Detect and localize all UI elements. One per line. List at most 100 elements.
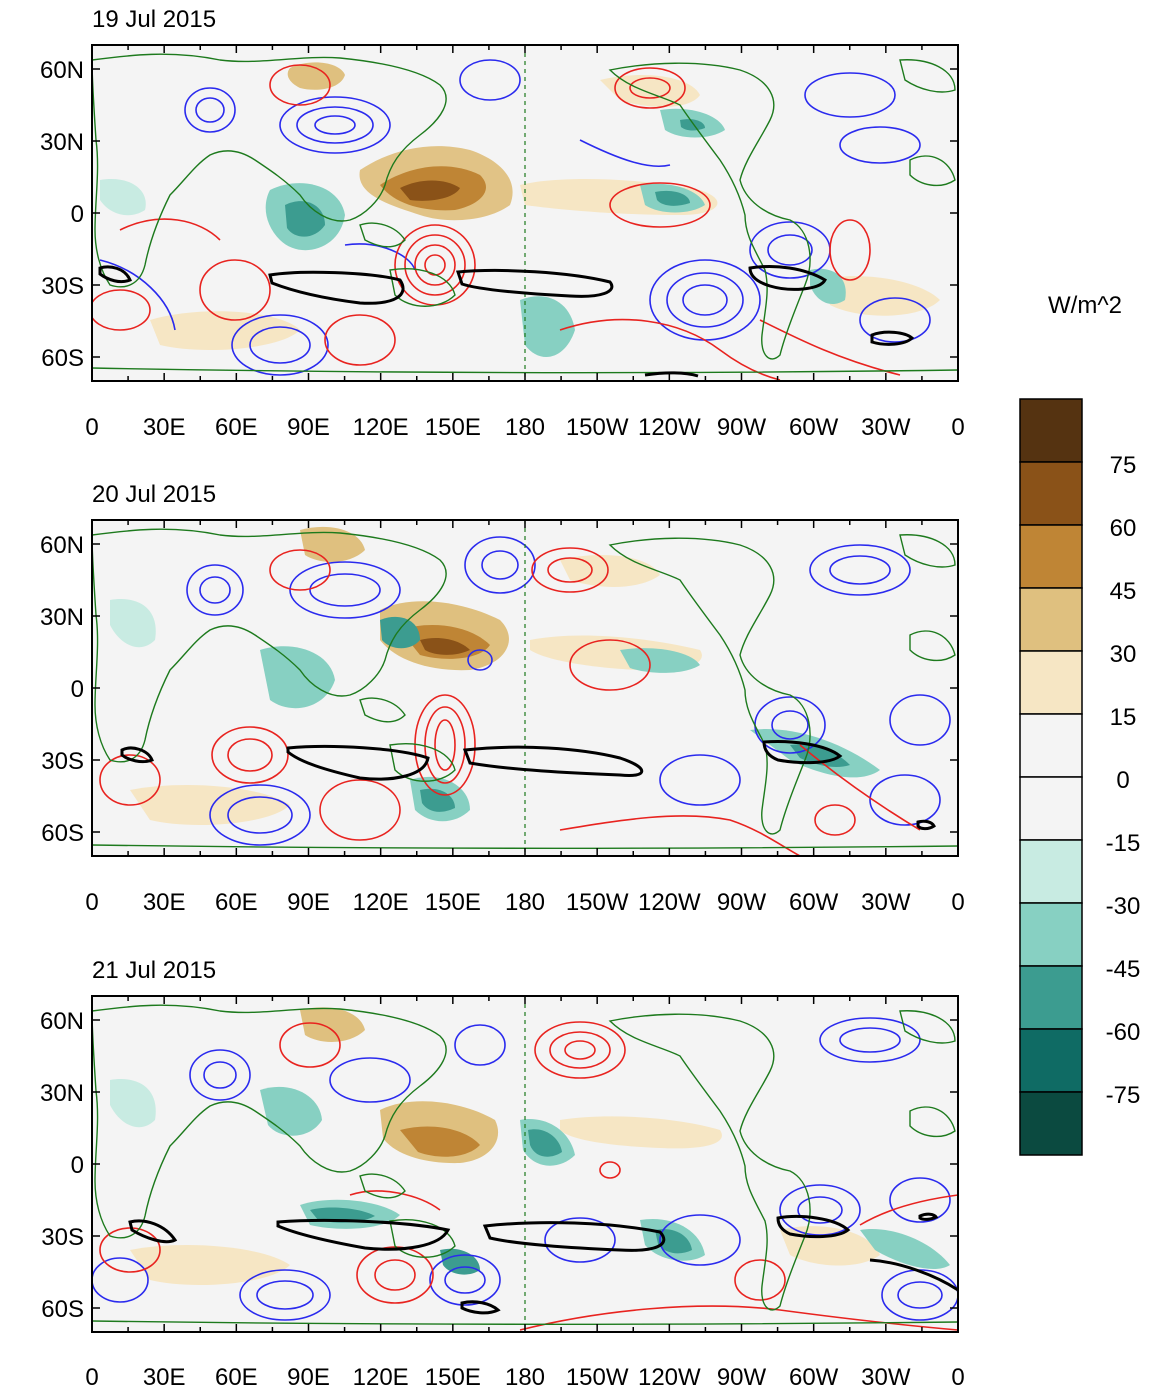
lon-tick-label: 0 xyxy=(951,1364,964,1391)
colorbar-label: -45 xyxy=(1106,956,1141,983)
lon-tick-label: 60E xyxy=(215,889,258,916)
negative-contours xyxy=(186,536,951,846)
colorbar-label: -75 xyxy=(1106,1082,1141,1109)
lon-tick-label: 150W xyxy=(566,1364,629,1391)
lon-tick-label: 90W xyxy=(717,1364,767,1391)
frame-ticks xyxy=(91,520,959,856)
map-field xyxy=(92,45,958,381)
positive-anomaly-shading xyxy=(130,1245,290,1285)
colorbar-swatch xyxy=(1019,839,1083,904)
negative-contours xyxy=(92,1017,958,1321)
coastlines xyxy=(92,528,958,849)
panel-title: 20 Jul 2015 xyxy=(92,481,216,508)
lon-tick-label: 30W xyxy=(861,889,911,916)
frame-ticks xyxy=(91,996,959,1332)
map-panel-1: 19 Jul 2015 xyxy=(40,6,965,441)
lon-tick-label: 120W xyxy=(638,889,701,916)
negative-anomaly-shading xyxy=(260,646,335,709)
lat-tick-label: 0 xyxy=(71,676,84,703)
frame-ticks xyxy=(91,45,959,381)
colorbar-swatch xyxy=(1019,1028,1083,1093)
lat-tick-label: 0 xyxy=(71,201,84,228)
negative-anomaly-shading xyxy=(860,1229,950,1270)
lon-tick-label: 90E xyxy=(287,889,330,916)
lon-tick-label: 30E xyxy=(143,414,186,441)
map-panel-2: 20 Jul 2015 xyxy=(40,481,965,916)
lon-tick-label: 0 xyxy=(951,414,964,441)
lat-tick-label: 0 xyxy=(71,1152,84,1179)
negative-anomaly-shading xyxy=(260,1086,322,1136)
colorbar-label: 30 xyxy=(1110,641,1137,668)
lon-tick-label: 0 xyxy=(85,414,98,441)
colorbar-swatch xyxy=(1019,650,1083,715)
lon-tick-label: 30W xyxy=(861,1364,911,1391)
lon-ticks: 0 30E 60E 90E 120E 150E 180 150W 120W 90W 60W 30W 0 xyxy=(85,1364,964,1391)
lat-ticks: 60N 30N 0 30S 60S xyxy=(40,532,84,847)
lat-tick-label: 30S xyxy=(41,273,84,300)
colorbar-label: 60 xyxy=(1110,515,1137,542)
black-outline-contours xyxy=(98,265,915,378)
lon-tick-label: 30E xyxy=(143,1364,186,1391)
lon-tick-label: 120W xyxy=(638,1364,701,1391)
positive-anomaly-shading xyxy=(400,1126,480,1157)
lon-tick-label: 60W xyxy=(789,1364,839,1391)
lat-tick-label: 30N xyxy=(40,604,84,631)
lon-tick-label: 120W xyxy=(638,414,701,441)
negative-anomaly-shading xyxy=(100,179,146,216)
positive-contours xyxy=(99,547,921,856)
positive-anomaly-shading xyxy=(420,638,470,655)
negative-anomaly-shading xyxy=(285,201,325,237)
colorbar-label: -30 xyxy=(1106,893,1141,920)
colorbar-swatch xyxy=(1019,461,1083,526)
lat-tick-label: 60S xyxy=(41,1296,84,1323)
colorbar-units: W/m^2 xyxy=(1048,292,1122,319)
lon-tick-label: 180 xyxy=(505,414,545,441)
negative-anomaly-shading xyxy=(528,1129,562,1157)
lon-tick-label: 90W xyxy=(717,889,767,916)
lon-tick-label: 120E xyxy=(353,889,409,916)
lat-tick-label: 60S xyxy=(41,345,84,372)
lat-tick-label: 30S xyxy=(41,1224,84,1251)
lat-tick-label: 60S xyxy=(41,820,84,847)
colorbar-swatch xyxy=(1019,587,1083,652)
map-panel-3: 21 Jul 2015 xyxy=(40,957,965,1391)
lon-tick-label: 150W xyxy=(566,414,629,441)
colorbar-label: 15 xyxy=(1110,704,1137,731)
lon-tick-label: 90E xyxy=(287,414,330,441)
negative-anomaly-shading xyxy=(310,1207,375,1223)
colorbar-label: 0 xyxy=(1116,767,1129,794)
negative-anomaly-shading xyxy=(655,190,690,206)
lon-tick-label: 0 xyxy=(85,1364,98,1391)
positive-anomaly-shading xyxy=(150,311,300,350)
positive-anomaly-shading xyxy=(820,276,940,316)
lon-tick-label: 150E xyxy=(425,1364,481,1391)
lat-tick-label: 30N xyxy=(40,1080,84,1107)
colorbar-swatch xyxy=(1019,398,1083,463)
lat-tick-label: 60N xyxy=(40,57,84,84)
black-outline-contours xyxy=(128,1212,958,1315)
lon-tick-label: 30E xyxy=(143,889,186,916)
positive-contours xyxy=(99,1021,958,1331)
colorbar-swatch xyxy=(1019,1091,1083,1156)
colorbar-swatch xyxy=(1019,902,1083,967)
negative-anomaly-shading xyxy=(620,648,700,673)
positive-anomaly-shading xyxy=(600,75,700,107)
positive-anomaly-shading xyxy=(400,180,460,201)
colorbar-label: -15 xyxy=(1106,830,1141,857)
lon-tick-label: 120E xyxy=(353,414,409,441)
lon-ticks: 0 30E 60E 90E 120E 150E 180 150W 120W 90W 60W 30W 0 xyxy=(85,414,964,441)
lat-tick-label: 30N xyxy=(40,129,84,156)
lon-tick-label: 150E xyxy=(425,889,481,916)
colorbar-swatch xyxy=(1019,713,1083,778)
lon-tick-label: 60W xyxy=(789,889,839,916)
coastlines xyxy=(92,1004,958,1325)
negative-anomaly-shading xyxy=(655,1229,692,1254)
colorbar-swatch xyxy=(1019,776,1083,841)
negative-anomaly-shading xyxy=(110,599,156,648)
colorbar-swatch xyxy=(1019,965,1083,1030)
lon-tick-label: 180 xyxy=(505,1364,545,1391)
lon-tick-label: 150W xyxy=(566,889,629,916)
lon-tick-label: 30W xyxy=(861,414,911,441)
lon-tick-label: 60W xyxy=(789,414,839,441)
